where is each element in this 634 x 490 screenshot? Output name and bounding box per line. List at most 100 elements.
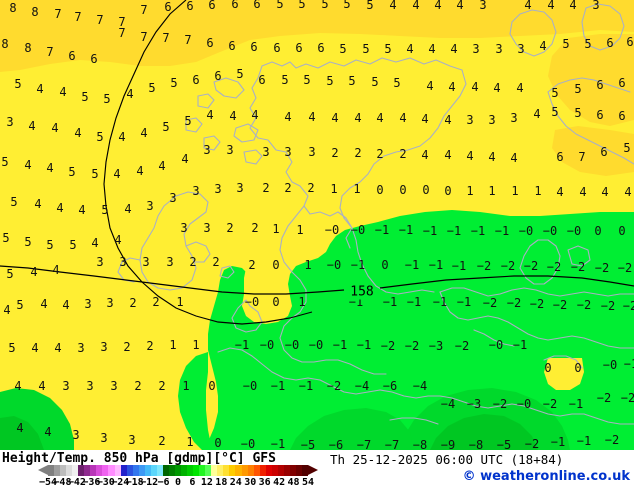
temperature-value: 4 (412, 0, 420, 12)
temperature-value: 5 (101, 203, 109, 217)
temperature-value: −4 (440, 397, 456, 411)
temperature-value: 3 (96, 255, 104, 269)
temperature-value: 3 (86, 379, 94, 393)
colorbar-swatch (174, 465, 182, 476)
temperature-value: 5 (281, 73, 289, 87)
colorbar-swatch (144, 465, 151, 476)
temperature-value: −0 (242, 379, 258, 393)
temperature-value: 4 (59, 85, 67, 99)
temperature-value: 1 (182, 379, 190, 393)
temperature-value: 4 (114, 233, 122, 247)
temperature-value: 4 (62, 298, 70, 312)
temperature-value: 1 (192, 338, 200, 352)
colorbar-tick-label: −30 (96, 477, 115, 488)
temperature-value: 4 (51, 121, 59, 135)
temperature-value: −2 (604, 433, 620, 447)
temperature-value: 3 (192, 184, 200, 198)
temperature-value: −2 (546, 260, 562, 274)
temperature-value: −1 (623, 357, 634, 371)
temperature-value: −2 (576, 298, 592, 312)
temperature-value: 4 (421, 112, 429, 126)
temperature-value: 6 (606, 36, 614, 50)
temperature-value: −1 (234, 338, 250, 352)
colorbar-swatch (301, 465, 309, 476)
temperature-value: 2 (307, 181, 315, 195)
temp-band-gold (0, 0, 634, 72)
temperature-value: 2 (251, 221, 259, 235)
temperature-value: −2 (500, 259, 516, 273)
temperature-value: 2 (262, 181, 270, 195)
temperature-value: −4 (412, 379, 428, 393)
colorbar-tick-label: −54 (38, 477, 58, 488)
temp-core-green2-b (290, 408, 414, 450)
temperature-value: 3 (72, 428, 80, 442)
colorbar-swatch (132, 465, 139, 476)
temperature-value: 5 (623, 141, 631, 155)
temperature-value: 3 (488, 113, 496, 127)
temperature-value: 3 (495, 42, 503, 56)
temperature-value: 5 (170, 76, 178, 90)
colorbar-swatch (289, 465, 296, 476)
temperature-value: −2 (552, 298, 568, 312)
temperature-value: −2 (476, 259, 492, 273)
temperature-value: 4 (3, 303, 11, 317)
temperature-value: 3 (510, 111, 518, 125)
colorbar-swatch (48, 465, 55, 476)
temperature-value: −2 (380, 339, 396, 353)
map-layers (0, 0, 634, 450)
temperature-value: −1 (382, 295, 398, 309)
temperature-value: −2 (524, 437, 540, 450)
colorbar-tick-label: −6 (157, 477, 170, 488)
temperature-value: 1 (296, 223, 304, 237)
temperature-value: −2 (596, 391, 612, 405)
temperature-value: 0 (544, 361, 552, 375)
temperature-value: 2 (158, 434, 166, 448)
colorbar-swatch (72, 465, 79, 476)
color-scale[interactable] (38, 465, 318, 476)
temperature-value: 1 (272, 222, 280, 236)
temperature-value: 4 (74, 126, 82, 140)
temperature-value: 5 (14, 77, 22, 91)
temperature-value: −1 (270, 437, 286, 450)
colorbar-left-arrow (38, 465, 48, 475)
temperature-value: 5 (24, 235, 32, 249)
temperature-value: −1 (494, 224, 510, 238)
temperature-value: 6 (90, 52, 98, 66)
colorbar-swatch (66, 465, 73, 476)
temperature-value: 4 (516, 81, 524, 95)
temperature-value: 3 (592, 0, 600, 12)
colorbar-swatch (265, 465, 272, 476)
temperature-value: 4 (229, 109, 237, 123)
colorbar-swatch (162, 465, 169, 476)
colorbar-tick-label: 30 (244, 477, 257, 488)
colorbar-gradient (48, 465, 309, 476)
temperature-value: −2 (404, 339, 420, 353)
temp-core-green3-left (0, 416, 44, 450)
temperature-value: 4 (444, 148, 452, 162)
colorbar-swatch (277, 465, 284, 476)
temperature-value: −1 (576, 434, 592, 448)
temperature-value: 1 (488, 184, 496, 198)
colorbar-swatch (60, 465, 67, 476)
temperature-value: 4 (251, 108, 259, 122)
temperature-value: 4 (456, 0, 464, 12)
temperature-value: 5 (1, 155, 9, 169)
temperature-value: 5 (8, 341, 16, 355)
colorbar-ticks: −54 −48 −42 −36 −30 −24 −18 −12 −6 0 6 12 18 24 30 36 42… (38, 477, 318, 489)
colorbar-swatch (271, 465, 278, 476)
temperature-value: 4 (30, 265, 38, 279)
colorbar-tick-label: −48 (53, 477, 72, 488)
temperature-value: −1 (568, 397, 584, 411)
temperature-value: 4 (31, 341, 39, 355)
colorbar-right-arrow (308, 465, 318, 475)
temperature-value: 5 (574, 106, 582, 120)
temperature-value: 0 (272, 295, 280, 309)
temperature-value: 4 (524, 0, 532, 12)
colorbar-tick-label: −42 (67, 477, 86, 488)
temperature-value: −1 (446, 224, 462, 238)
temperature-value: 4 (44, 425, 52, 439)
temperature-value: 6 (164, 0, 172, 14)
temperature-value: 4 (126, 87, 134, 101)
